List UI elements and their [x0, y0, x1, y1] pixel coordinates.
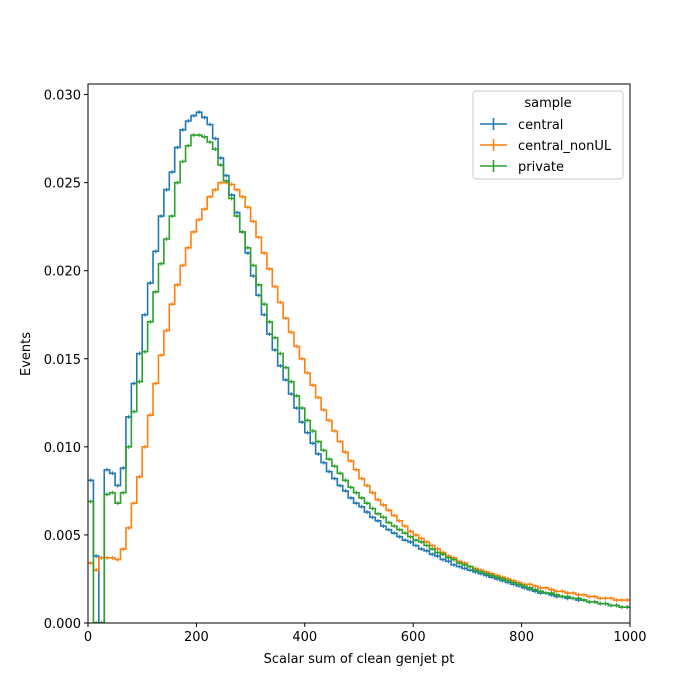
- legend-entry: central: [480, 118, 563, 133]
- legend-label: central: [518, 118, 563, 133]
- legend-label: private: [518, 160, 564, 175]
- x-tick-label: 800: [509, 630, 534, 645]
- legend-entry: central_nonUL: [480, 139, 612, 154]
- y-tick-label: 0.005: [44, 529, 81, 544]
- series-step-line: [88, 134, 630, 623]
- x-tick-label: 400: [292, 630, 317, 645]
- series-private: [88, 133, 630, 623]
- axes-frame: [87, 83, 631, 624]
- x-tick-label: 0: [84, 630, 92, 645]
- y-tick-label: 0.015: [44, 353, 81, 368]
- x-tick-label: 1000: [613, 630, 646, 645]
- y-tick-label: 0.025: [44, 177, 81, 192]
- series-error-bars: [90, 133, 628, 623]
- y-tick-label: 0.020: [44, 265, 81, 280]
- x-tick-label: 200: [184, 630, 209, 645]
- x-axis-label: Scalar sum of clean genjet pt: [264, 652, 455, 667]
- legend-label: central_nonUL: [518, 139, 612, 154]
- y-tick-label: 0.030: [44, 89, 81, 104]
- y-axis-label: Events: [19, 332, 34, 376]
- y-tick-label: 0.010: [44, 441, 81, 456]
- legend-box: [472, 90, 624, 180]
- plot-area: [88, 110, 630, 623]
- y-axis-ticks: 0.000 0.005 0.010 0.015 0.020 0.025 0.030: [44, 89, 88, 632]
- y-tick-label: 0.000: [44, 617, 81, 632]
- legend-entry: private: [480, 160, 564, 175]
- x-tick-label: 600: [401, 630, 426, 645]
- series-layer: [88, 110, 630, 623]
- x-axis-ticks: 0 200 400 600 800 1000: [84, 623, 647, 645]
- legend-title: sample: [524, 96, 571, 111]
